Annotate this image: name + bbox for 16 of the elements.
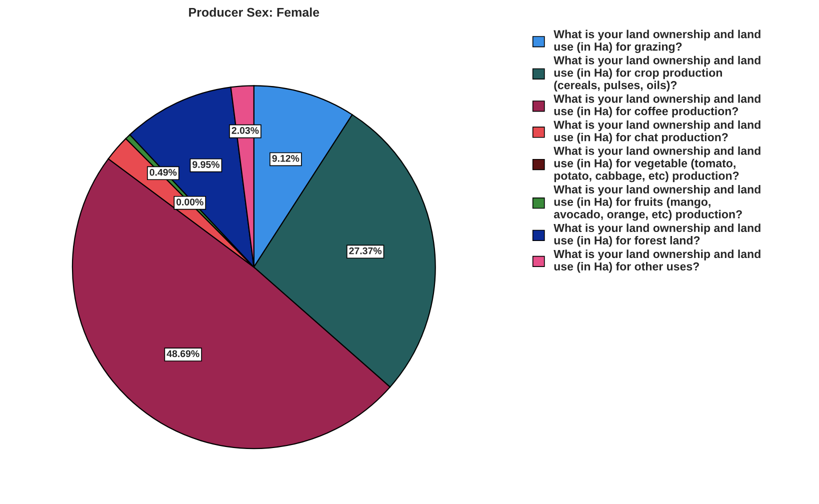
legend-label: What is your land ownership and land use (in Ha) for vegetable (tomato, potato, cabbage, etc) production? (554, 146, 760, 182)
legend-label: What is your land ownership and land use (in Ha) for forest land? (554, 224, 760, 247)
data-label: 0.49% (150, 168, 177, 176)
legend-label: What is your land ownership and land use (in Ha) for fruits (mango, avocado, orange, etc) production? (554, 185, 760, 221)
data-label: 27.37% (349, 247, 382, 254)
data-label: 9.95% (192, 161, 220, 168)
chart-title: Producer Sex: Female (189, 8, 320, 17)
data-label: 48.69% (166, 350, 200, 358)
legend-label: What is your land ownership and land use (in Ha) for grazing? (554, 30, 760, 54)
data-label: 9.12% (272, 154, 300, 162)
legend-label: What is your land ownership and land use (in Ha) for chat production? (554, 120, 760, 144)
text: 0.00% (176, 198, 204, 206)
legend-label: What is your land ownership and land use (in Ha) for other uses? (554, 250, 760, 273)
data-label: 2.03% (232, 127, 259, 134)
legend-label: What is your land ownership and land use (in Ha) for crop production (cereals, pulses, oils)? (554, 56, 760, 92)
legend-label: What is your land ownership and land use (in Ha) for coffee production? (554, 94, 760, 118)
